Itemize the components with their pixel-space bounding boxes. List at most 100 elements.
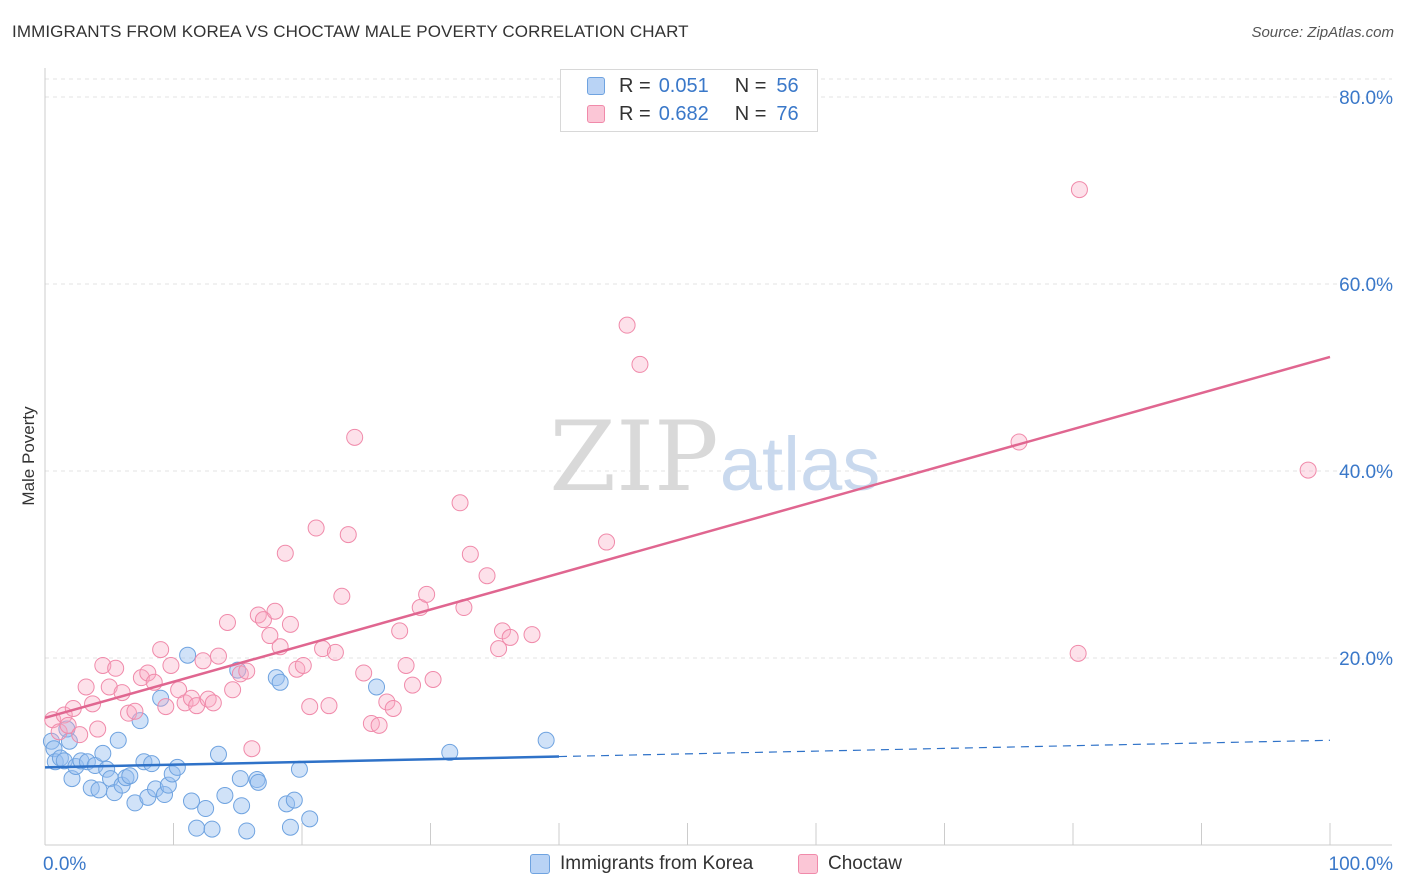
choctaw-point [397, 656, 415, 674]
korea-point [188, 819, 206, 837]
choctaw-point [107, 659, 125, 677]
choctaw-point [346, 428, 364, 446]
korea-legend-label: Immigrants from Korea [560, 853, 754, 874]
korea-point [197, 800, 215, 818]
x-tick-label-100: 100.0% [1329, 854, 1394, 875]
choctaw-point [50, 723, 68, 741]
choctaw-point [523, 626, 541, 644]
choctaw-point [307, 519, 325, 537]
correlation-legend: R = 0.051 N = 56 R = 0.682 N = 76 [560, 69, 818, 132]
choctaw-point [194, 652, 212, 670]
choctaw-point [326, 643, 344, 661]
trend-lines [44, 355, 1331, 769]
korea-point [238, 822, 256, 840]
korea-point [278, 795, 296, 813]
choctaw-point [249, 606, 267, 624]
korea-r-value: 0.051 [658, 74, 709, 97]
choctaw-n-value: 76 [776, 102, 799, 125]
choctaw-point [224, 681, 242, 699]
choctaw-point [461, 545, 479, 563]
choctaw-point [218, 613, 236, 631]
choctaw-point [59, 716, 77, 734]
korea-point [301, 810, 319, 828]
korea-n-value: 56 [776, 74, 799, 97]
watermark-atlas: atlas [720, 422, 881, 507]
choctaw-point [424, 671, 442, 689]
choctaw-point [333, 587, 351, 605]
korea-point [109, 731, 127, 749]
korea-point [156, 786, 174, 804]
choctaw-point [254, 611, 272, 629]
choctaw-point [618, 316, 636, 334]
y-tick-label-80: 80.0% [1339, 88, 1393, 109]
choctaw-point [320, 697, 338, 715]
korea-point [168, 758, 186, 776]
y-tick-label-40: 40.0% [1339, 462, 1393, 483]
chart-title: IMMIGRANTS FROM KOREA VS CHOCTAW MALE PO… [12, 22, 689, 41]
korea-point [233, 797, 251, 815]
y-tick-label-60: 60.0% [1339, 275, 1393, 296]
choctaw-point [294, 656, 312, 674]
korea-point [248, 771, 266, 789]
choctaw-point [339, 526, 357, 544]
choctaw-point [139, 664, 157, 682]
korea-point [179, 646, 197, 664]
watermark-zip: ZIP [549, 401, 718, 513]
korea-point [231, 770, 249, 788]
choctaw-point [631, 355, 649, 373]
grid-lines [45, 78, 1392, 659]
source-label: Source: ZipAtlas.com [1251, 24, 1394, 41]
choctaw-point [370, 716, 388, 734]
choctaw-points [44, 181, 1317, 758]
choctaw-r-value: 0.682 [658, 102, 709, 125]
korea-point [152, 689, 170, 707]
choctaw-legend-label: Choctaw [828, 853, 902, 874]
korea-trend-extension [558, 739, 1331, 758]
choctaw-point [490, 640, 508, 658]
choctaw-point [378, 693, 396, 711]
choctaw-point [391, 622, 409, 640]
choctaw-swatch [587, 105, 605, 123]
choctaw-point [384, 699, 402, 717]
bottom-legend-choctaw: Choctaw [798, 851, 902, 877]
korea-point [216, 786, 234, 804]
choctaw-point [77, 678, 95, 696]
choctaw-point [89, 720, 107, 738]
choctaw-point [71, 726, 89, 744]
korea-point [249, 773, 267, 791]
choctaw-point [94, 656, 112, 674]
korea-point [45, 740, 63, 758]
choctaw-point [451, 494, 469, 512]
choctaw-point [355, 664, 373, 682]
korea-trend-line [44, 755, 560, 769]
choctaw-n-label: N = [734, 102, 767, 125]
korea-point [290, 760, 308, 778]
choctaw-point [152, 641, 170, 659]
y-tick-label-20: 20.0% [1339, 649, 1393, 670]
korea-r-label: R = [619, 74, 651, 97]
choctaw-point [404, 676, 422, 694]
korea-point [203, 820, 221, 838]
korea-point [537, 731, 555, 749]
choctaw-point [276, 544, 294, 562]
korea-point [159, 776, 177, 794]
choctaw-point [1070, 181, 1088, 199]
korea-point [182, 792, 200, 810]
choctaw-point [157, 698, 175, 716]
korea-point [368, 678, 386, 696]
choctaw-point [478, 567, 496, 585]
korea-point [121, 767, 139, 785]
korea-point [147, 780, 165, 798]
korea-point [285, 791, 303, 809]
korea-legend-swatch [530, 854, 550, 874]
korea-point [281, 818, 299, 836]
korea-point [143, 755, 161, 773]
legend-row-korea: R = 0.051 N = 56 [587, 74, 799, 98]
choctaw-point [100, 678, 118, 696]
choctaw-point [501, 628, 519, 646]
korea-point [209, 745, 227, 763]
choctaw-point [126, 702, 144, 720]
korea-point [441, 743, 459, 761]
legend-row-choctaw: R = 0.682 N = 76 [587, 102, 799, 126]
choctaw-point [1069, 644, 1087, 662]
